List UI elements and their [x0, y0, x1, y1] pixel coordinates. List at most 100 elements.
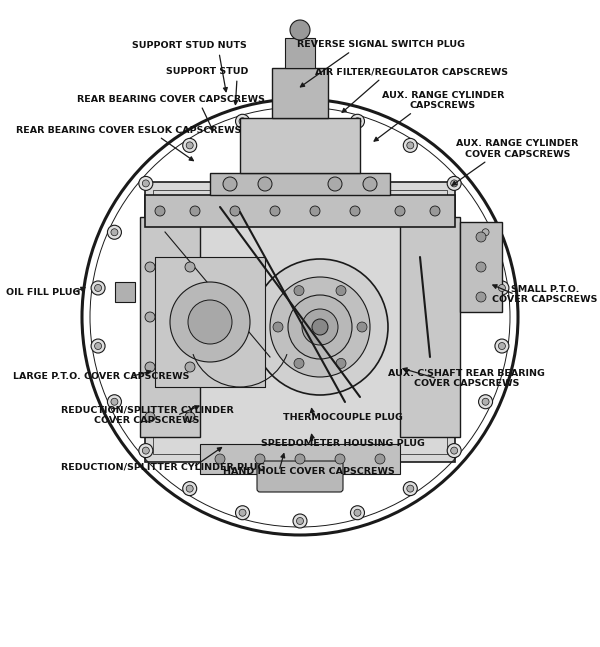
Circle shape [215, 454, 225, 464]
Circle shape [499, 342, 505, 349]
Circle shape [476, 232, 486, 242]
Bar [155, 257, 265, 387]
Bar [140, 217, 200, 437]
Circle shape [170, 282, 250, 362]
Circle shape [499, 285, 505, 291]
Bar [115, 282, 135, 302]
Circle shape [183, 481, 197, 496]
Circle shape [476, 262, 486, 272]
Circle shape [252, 259, 388, 395]
Circle shape [295, 454, 305, 464]
Circle shape [95, 342, 101, 349]
Circle shape [107, 395, 121, 409]
Circle shape [236, 506, 250, 520]
Circle shape [403, 138, 417, 153]
Text: REVERSE SIGNAL SWITCH PLUG: REVERSE SIGNAL SWITCH PLUG [297, 40, 465, 49]
Circle shape [430, 206, 440, 216]
Circle shape [407, 485, 414, 492]
Circle shape [107, 225, 121, 239]
Circle shape [479, 225, 493, 239]
Circle shape [239, 509, 246, 516]
Text: AIR FILTER/REGULATOR CAPSCREWS: AIR FILTER/REGULATOR CAPSCREWS [314, 67, 508, 76]
Circle shape [111, 229, 118, 236]
Circle shape [350, 115, 364, 128]
Circle shape [273, 322, 283, 332]
Circle shape [190, 206, 200, 216]
Bar [272, 68, 328, 118]
Circle shape [310, 206, 320, 216]
Bar [153, 190, 447, 454]
Circle shape [479, 395, 493, 409]
Text: REDUCTION/SPLITTER CYLINDER
COVER CAPSCREWS: REDUCTION/SPLITTER CYLINDER COVER CAPSCR… [61, 406, 233, 425]
Circle shape [403, 481, 417, 496]
Circle shape [183, 138, 197, 153]
Circle shape [395, 206, 405, 216]
Circle shape [495, 339, 509, 353]
Circle shape [91, 339, 105, 353]
Circle shape [350, 506, 364, 520]
Circle shape [476, 292, 486, 302]
Circle shape [145, 412, 155, 422]
Text: REAR BEARING COVER CAPSCREWS: REAR BEARING COVER CAPSCREWS [77, 94, 265, 104]
Circle shape [375, 454, 385, 464]
Circle shape [230, 206, 240, 216]
Circle shape [95, 285, 101, 291]
Bar [200, 444, 400, 474]
FancyBboxPatch shape [257, 461, 343, 492]
Circle shape [290, 20, 310, 40]
Circle shape [111, 399, 118, 405]
Circle shape [495, 281, 509, 295]
Bar [240, 118, 360, 173]
Circle shape [270, 206, 280, 216]
Circle shape [186, 142, 193, 149]
Circle shape [357, 322, 367, 332]
Text: AUX. RANGE CYLINDER
COVER CAPSCREWS: AUX. RANGE CYLINDER COVER CAPSCREWS [456, 140, 578, 159]
Circle shape [293, 514, 307, 528]
Bar [460, 222, 502, 312]
Circle shape [407, 142, 414, 149]
Circle shape [294, 358, 304, 368]
Circle shape [155, 206, 165, 216]
Circle shape [293, 106, 307, 120]
Circle shape [447, 177, 461, 190]
Circle shape [145, 362, 155, 372]
Circle shape [142, 447, 149, 454]
Text: SMALL P.T.O.
COVER CAPSCREWS: SMALL P.T.O. COVER CAPSCREWS [492, 285, 598, 304]
Circle shape [296, 109, 304, 116]
Bar [145, 195, 455, 227]
Circle shape [350, 206, 360, 216]
Text: HAND HOLE COVER CAPSCREWS: HAND HOLE COVER CAPSCREWS [223, 466, 395, 476]
Circle shape [336, 285, 346, 296]
Circle shape [236, 115, 250, 128]
Circle shape [139, 444, 153, 457]
Circle shape [328, 177, 342, 191]
Text: REDUCTION/SPLITTER CYLINDER PLUG: REDUCTION/SPLITTER CYLINDER PLUG [61, 463, 265, 472]
Circle shape [363, 177, 377, 191]
Circle shape [258, 177, 272, 191]
Bar [210, 173, 390, 195]
Text: AUX. C'SHAFT REAR BEARING
COVER CAPSCREWS: AUX. C'SHAFT REAR BEARING COVER CAPSCREW… [388, 369, 545, 388]
Circle shape [185, 412, 195, 422]
Circle shape [336, 358, 346, 368]
Circle shape [288, 295, 352, 359]
Circle shape [482, 229, 489, 236]
Circle shape [145, 262, 155, 272]
Circle shape [312, 319, 328, 335]
Bar [400, 217, 460, 437]
Circle shape [335, 454, 345, 464]
Circle shape [270, 277, 370, 377]
Circle shape [451, 180, 458, 187]
Text: THERMOCOUPLE PLUG: THERMOCOUPLE PLUG [283, 413, 403, 422]
Circle shape [223, 177, 237, 191]
Circle shape [296, 518, 304, 525]
Text: SUPPORT STUD: SUPPORT STUD [166, 67, 248, 76]
Circle shape [188, 300, 232, 344]
Circle shape [354, 509, 361, 516]
Circle shape [255, 454, 265, 464]
Circle shape [354, 118, 361, 125]
Circle shape [186, 485, 193, 492]
Text: AUX. RANGE CYLINDER
CAPSCREWS: AUX. RANGE CYLINDER CAPSCREWS [382, 91, 504, 110]
Circle shape [482, 399, 489, 405]
Circle shape [294, 285, 304, 296]
Circle shape [91, 281, 105, 295]
